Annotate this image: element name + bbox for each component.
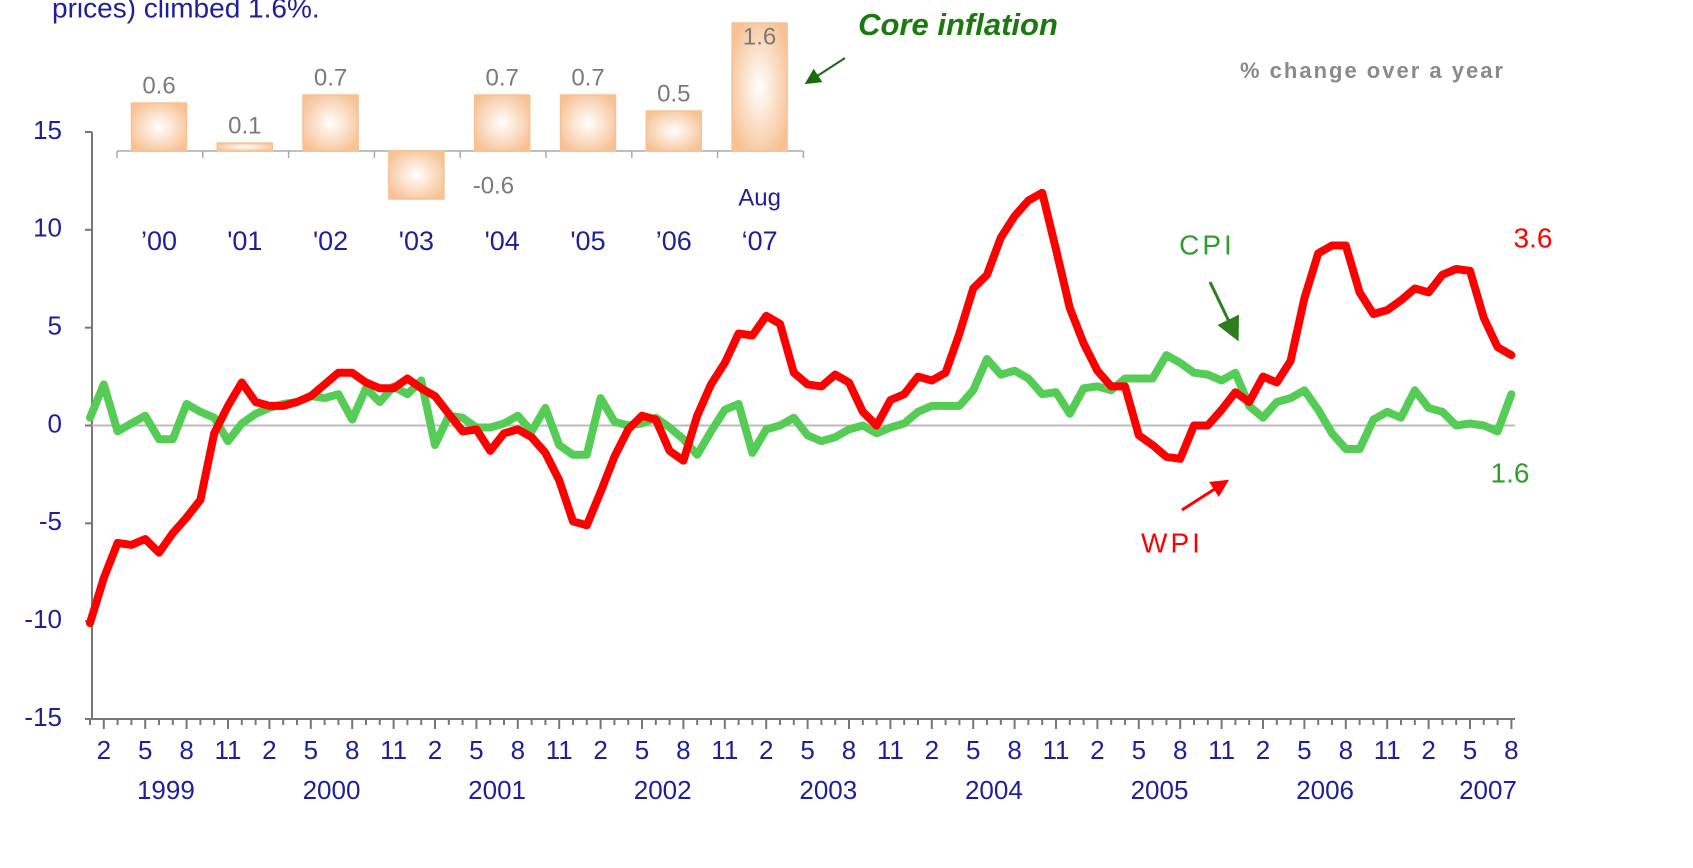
x-tick-label: 2: [1256, 735, 1270, 765]
series-line: [86, 188, 1516, 628]
x-group-label: 2002: [634, 775, 692, 805]
x-tick-label: 8: [676, 735, 690, 765]
bar-value-label: 0.1: [228, 112, 261, 139]
x-group-label: 2003: [799, 775, 857, 805]
x-group-label: 2004: [965, 775, 1023, 805]
x-tick-label: 5: [304, 735, 318, 765]
series-label: WPI: [1141, 527, 1203, 558]
y-tick-label: -15: [24, 702, 62, 732]
bar: [645, 110, 703, 152]
end-value-label: 3.6: [1514, 222, 1553, 253]
bar: [473, 94, 531, 152]
x-tick-label: 11: [711, 735, 738, 765]
x-tick-label: 5: [1463, 735, 1477, 765]
x-tick-label: 5: [469, 735, 483, 765]
x-tick-label: 11: [380, 735, 407, 765]
y-tick-label: 10: [33, 213, 62, 243]
x-group-label: 2006: [1296, 775, 1354, 805]
x-tick-label: 2: [428, 735, 442, 765]
x-tick-label: 2: [593, 735, 607, 765]
x-tick-label: 11: [215, 735, 242, 765]
x-tick-label: '05: [570, 226, 605, 256]
caption: prices) climbed 1.6%.: [52, 0, 320, 23]
title-arrow: [804, 57, 846, 85]
series-line: [86, 351, 1516, 459]
x-tick-label: 5: [1132, 735, 1146, 765]
chart-subtitle: % change over a year: [1240, 58, 1505, 83]
x-tick-label: 8: [1504, 735, 1518, 765]
bar: [731, 22, 788, 152]
x-tick-label: 8: [345, 735, 359, 765]
x-tick-label: 5: [138, 735, 152, 765]
series-arrow: [1208, 281, 1240, 342]
bar-value-label: 0.6: [142, 72, 175, 99]
bar-value-label: 0.7: [486, 64, 519, 91]
x-tick-label: 2: [1090, 735, 1104, 765]
y-tick-label: 5: [48, 311, 62, 341]
category-note: Aug: [738, 184, 781, 211]
x-tick-label: 8: [842, 735, 856, 765]
bar: [559, 94, 617, 152]
x-tick-label: ‘07: [742, 226, 778, 256]
bar: [388, 150, 445, 200]
end-value-label: 1.6: [1491, 457, 1530, 488]
y-tick-label: -10: [24, 604, 62, 634]
x-tick-label: 2: [1421, 735, 1435, 765]
bar-value-label: 0.7: [571, 64, 604, 91]
x-tick-label: 11: [1374, 735, 1401, 765]
x-tick-label: 5: [966, 735, 980, 765]
x-tick-label: 8: [1007, 735, 1021, 765]
x-tick-label: 5: [635, 735, 649, 765]
x-tick-label: 2: [925, 735, 939, 765]
x-tick-label: '03: [399, 226, 434, 256]
x-group-label: 1999: [137, 775, 195, 805]
x-tick-label: '02: [313, 226, 348, 256]
x-tick-label: ’06: [656, 226, 692, 256]
x-tick-label: 8: [511, 735, 525, 765]
x-group-label: 2000: [303, 775, 361, 805]
bar-value-label: 0.7: [314, 64, 347, 91]
x-tick-label: '01: [227, 226, 262, 256]
x-tick-label: 11: [1043, 735, 1070, 765]
x-tick-label: '04: [485, 226, 520, 256]
bar: [216, 142, 274, 152]
inset-title: Core inflation: [858, 7, 1058, 42]
y-tick-label: 15: [33, 115, 62, 145]
x-tick-label: 11: [1208, 735, 1235, 765]
series-label: CPI: [1179, 229, 1235, 260]
x-tick-label: 8: [179, 735, 193, 765]
x-tick-label: 8: [1173, 735, 1187, 765]
x-tick-label: 11: [877, 735, 904, 765]
x-tick-label: 2: [262, 735, 276, 765]
x-tick-label: 2: [759, 735, 773, 765]
x-group-label: 2007: [1459, 775, 1517, 805]
x-tick-label: 2: [97, 735, 111, 765]
bar: [302, 94, 359, 152]
x-group-label: 2005: [1131, 775, 1189, 805]
x-tick-label: ’00: [141, 226, 177, 256]
bar-value-label: -0.6: [473, 172, 514, 199]
x-tick-label: 11: [546, 735, 573, 765]
bar: [130, 102, 188, 152]
x-tick-label: 5: [800, 735, 814, 765]
bar-value-label: 0.5: [657, 80, 690, 107]
bar-value-label: 1.6: [743, 23, 776, 50]
series-arrow: [1181, 479, 1230, 512]
x-tick-label: 8: [1339, 735, 1353, 765]
x-group-label: 2001: [468, 775, 526, 805]
y-tick-label: 0: [48, 408, 62, 438]
y-tick-label: -5: [39, 506, 62, 536]
x-tick-label: 5: [1297, 735, 1311, 765]
